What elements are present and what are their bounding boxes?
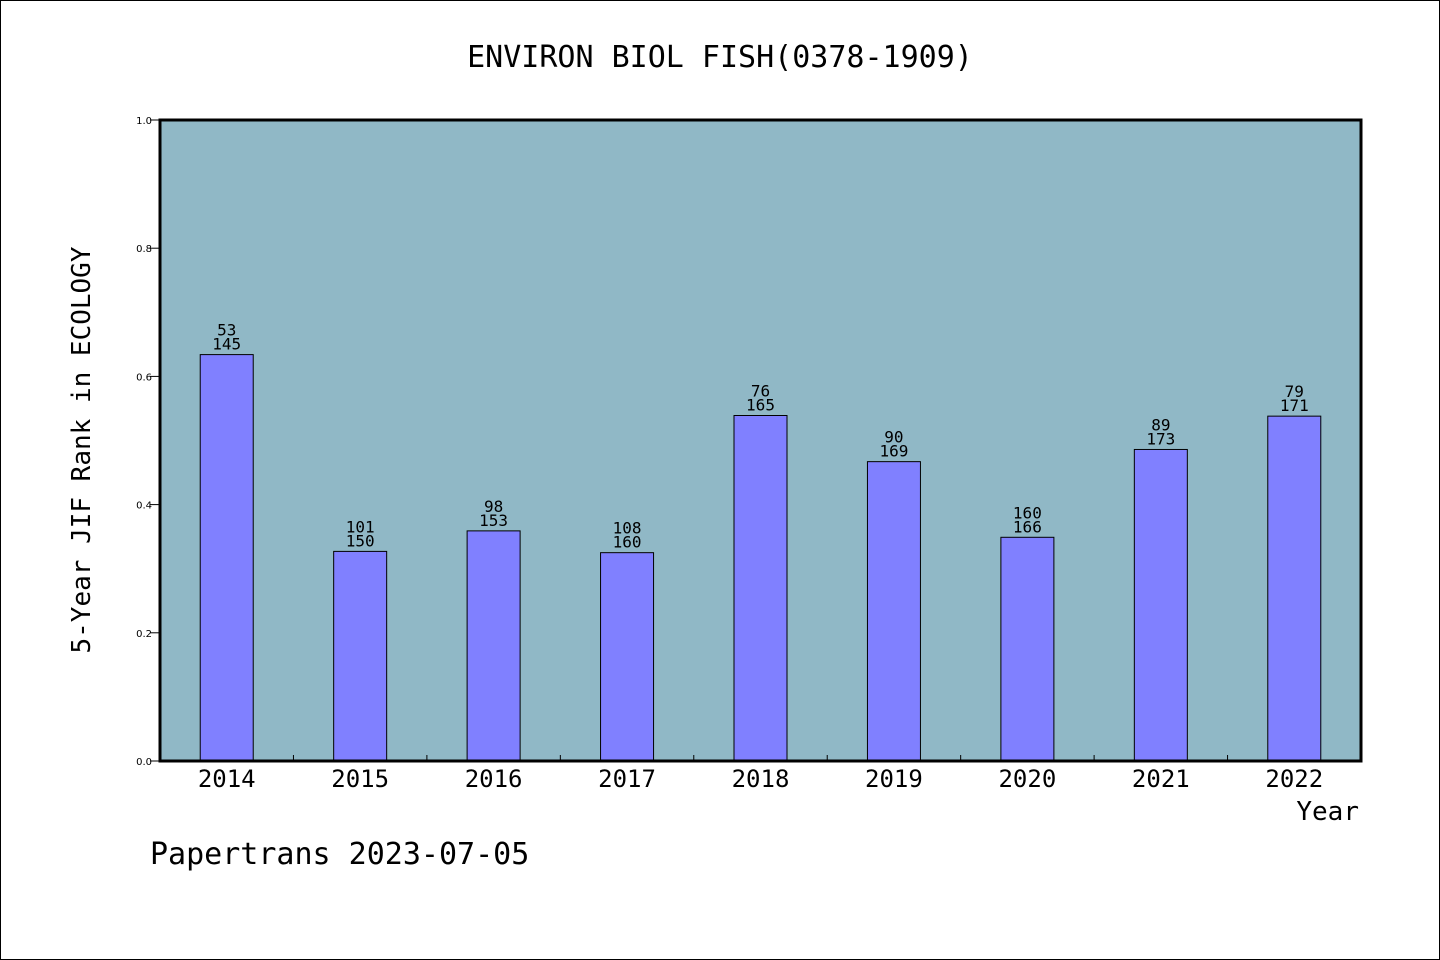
y-tick-label: 1.0 — [136, 116, 152, 127]
bar-2021 — [1133, 448, 1188, 762]
bar-label-top: 76 — [751, 382, 770, 401]
bar-label-top: 53 — [217, 321, 236, 340]
x-tick-label: 2021 — [1132, 765, 1190, 793]
x-tick-label: 2019 — [865, 765, 923, 793]
bar-label-top: 108 — [613, 519, 642, 538]
bar-label-bottom: 173 — [1146, 429, 1175, 448]
bar-label-bottom: 150 — [346, 531, 375, 550]
bar-2014 — [199, 354, 254, 762]
bar-2022 — [1267, 415, 1322, 762]
footer-text: Papertrans 2023-07-05 — [150, 837, 529, 872]
bar-2020 — [1000, 536, 1055, 762]
bar-label-bottom: 165 — [746, 396, 775, 415]
bar-label-top: 98 — [484, 497, 503, 516]
x-tick-label: 2018 — [732, 765, 790, 793]
bar-label-top: 89 — [1151, 415, 1170, 434]
x-tick-label: 2016 — [465, 765, 523, 793]
x-tick-label: 2022 — [1265, 765, 1323, 793]
bar-label-bottom: 153 — [479, 511, 508, 530]
bar-label-bottom: 145 — [212, 335, 241, 354]
y-tick-label: 0.0 — [136, 757, 152, 768]
bar-2017 — [600, 552, 655, 762]
bar-label-bottom: 166 — [1013, 517, 1042, 536]
x-tick-label: 2015 — [331, 765, 389, 793]
y-tick-label: 0.2 — [136, 629, 152, 640]
y-tick-label: 0.4 — [136, 501, 152, 512]
x-tick-label: 2020 — [998, 765, 1056, 793]
bar-label-bottom: 160 — [613, 533, 642, 552]
plot-border — [158, 118, 1363, 763]
y-tick-label: 0.8 — [136, 244, 152, 255]
bar-2016 — [466, 530, 521, 762]
x-tick-label: 2017 — [598, 765, 656, 793]
bar-label-top: 160 — [1013, 503, 1042, 522]
x-axis-label: Year — [1296, 797, 1359, 827]
bar-2015 — [333, 550, 388, 762]
bar-2018 — [733, 415, 788, 762]
bar-label-top: 101 — [346, 517, 375, 536]
bar-label-top: 79 — [1285, 382, 1304, 401]
x-tick-label: 2014 — [198, 765, 256, 793]
bar-label-bottom: 169 — [879, 442, 908, 461]
bar-label-bottom: 171 — [1280, 396, 1309, 415]
chart-title: ENVIRON BIOL FISH(0378-1909) — [467, 40, 973, 75]
y-axis-label: 5-Year JIF Rank in ECOLOGY — [67, 246, 97, 653]
y-tick-label: 0.6 — [136, 372, 152, 383]
bar-label-top: 90 — [884, 428, 903, 447]
bar-2019 — [866, 461, 921, 762]
